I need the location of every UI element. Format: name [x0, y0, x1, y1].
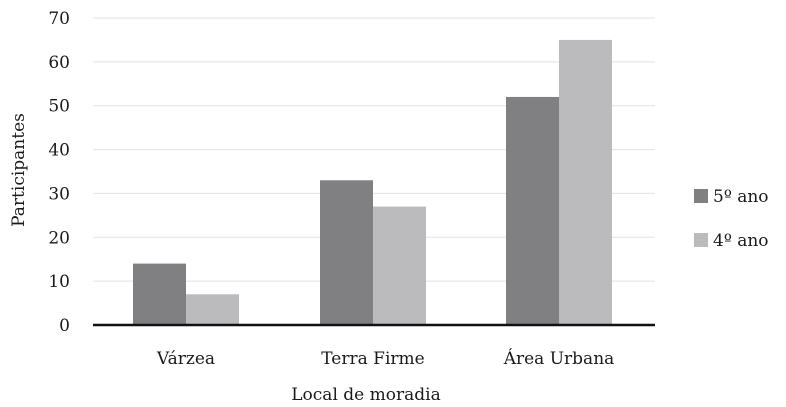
y-tick-label: 0	[59, 316, 70, 336]
y-tick-label: 10	[48, 272, 70, 292]
x-category-label: Área Urbana	[503, 348, 615, 369]
y-tick-label: 60	[48, 53, 70, 73]
bar-5-ano-0	[133, 263, 186, 325]
bar-4-ano-1	[373, 206, 426, 325]
x-category-label: Várzea	[156, 349, 215, 369]
y-axis-ticks: 0 10 20 30 40 50 60 70	[48, 9, 70, 336]
legend-label: 5º ano	[713, 187, 769, 207]
legend: 5º ano 4º ano	[694, 187, 769, 251]
bar-5-ano-1	[320, 180, 373, 325]
bar-4-ano-0	[186, 294, 239, 325]
legend-swatch	[694, 233, 708, 247]
y-tick-label: 40	[48, 141, 70, 161]
legend-swatch	[694, 189, 708, 203]
y-tick-label: 20	[48, 228, 70, 248]
y-tick-label: 70	[48, 9, 70, 29]
legend-label: 4º ano	[713, 231, 769, 251]
gridlines	[93, 17, 655, 282]
bars	[133, 39, 612, 326]
bar-5-ano-2	[506, 96, 559, 325]
y-tick-label: 30	[48, 184, 70, 204]
bar-4-ano-2	[559, 39, 612, 326]
x-category-label: Terra Firme	[321, 349, 424, 369]
x-axis-title: Local de moradia	[291, 385, 440, 405]
y-axis-title: Participantes	[9, 113, 29, 227]
x-axis-categories: Várzea Terra Firme Área Urbana	[156, 348, 614, 369]
y-tick-label: 50	[48, 97, 70, 117]
